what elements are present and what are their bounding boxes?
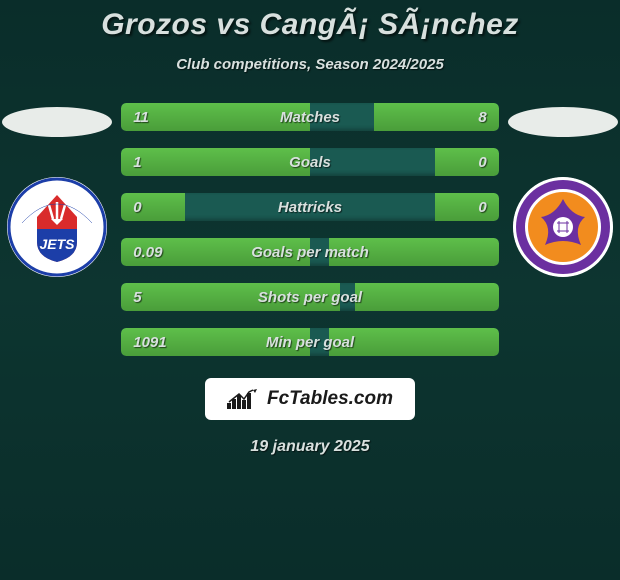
stat-bar: 11 Matches 8 <box>121 103 499 131</box>
stat-bar: 0.09 Goals per match <box>121 238 499 266</box>
stat-right-value: 8 <box>478 109 486 126</box>
subtitle: Club competitions, Season 2024/2025 <box>176 56 444 73</box>
stat-bar: 0 Hattricks 0 <box>121 193 499 221</box>
left-player-ellipse <box>2 107 112 137</box>
perth-glory-crest-icon <box>513 177 613 277</box>
stat-bar-left-fill <box>121 193 185 221</box>
stat-left-value: 0 <box>133 199 141 216</box>
stat-label: Goals per match <box>251 244 369 261</box>
left-column: JETS <box>0 103 113 277</box>
stat-bar: 5 Shots per goal <box>121 283 499 311</box>
stat-right-value: 0 <box>478 199 486 216</box>
comparison-card: Grozos vs CangÃ¡ SÃ¡nchez Club competiti… <box>0 0 620 456</box>
right-column <box>507 103 620 277</box>
stat-bar: 1091 Min per goal <box>121 328 499 356</box>
fctables-logo-icon <box>227 389 259 409</box>
stat-bar-left-fill <box>121 148 310 176</box>
stat-bars: 11 Matches 8 1 Goals 0 0 Hattricks 0 0.09 Goals pe… <box>121 103 499 356</box>
title: Grozos vs CangÃ¡ SÃ¡nchez <box>101 8 519 42</box>
stat-label: Hattricks <box>278 199 342 216</box>
stat-left-value: 1 <box>133 154 141 171</box>
svg-text:JETS: JETS <box>39 236 75 252</box>
left-crest: JETS <box>7 177 107 277</box>
stat-left-value: 0.09 <box>133 244 162 261</box>
date: 19 january 2025 <box>250 438 369 456</box>
stat-label: Goals <box>289 154 331 171</box>
stat-left-value: 1091 <box>133 334 166 351</box>
stat-label: Shots per goal <box>258 289 362 306</box>
branding-label: FcTables.com <box>267 388 393 410</box>
stat-bar-right-fill <box>329 328 499 356</box>
stat-left-value: 11 <box>133 109 149 126</box>
main-row: JETS 11 Matches 8 1 Goals 0 0 Hattricks 0 0.09 Goa… <box>0 103 620 356</box>
right-player-ellipse <box>508 107 618 137</box>
stat-bar-right-fill <box>435 148 499 176</box>
stat-bar-right-fill <box>435 193 499 221</box>
stat-bar: 1 Goals 0 <box>121 148 499 176</box>
stat-right-value: 0 <box>478 154 486 171</box>
stat-left-value: 5 <box>133 289 141 306</box>
right-crest <box>513 177 613 277</box>
stat-bar-right-fill <box>355 283 498 311</box>
newcastle-jets-crest-icon: JETS <box>7 177 107 277</box>
stat-label: Min per goal <box>266 334 354 351</box>
branding-badge[interactable]: FcTables.com <box>205 378 415 420</box>
stat-label: Matches <box>280 109 340 126</box>
